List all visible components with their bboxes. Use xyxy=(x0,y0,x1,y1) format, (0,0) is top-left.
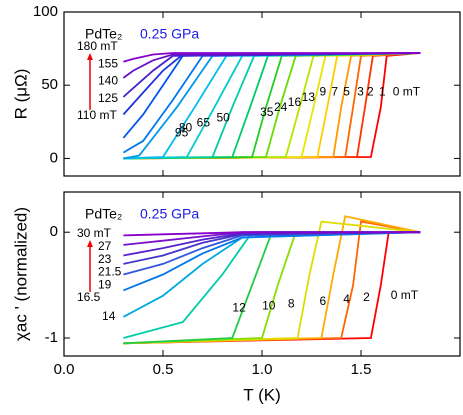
curve-label: 50 xyxy=(216,110,230,124)
curve-label: 0 mT xyxy=(391,288,419,302)
arrow-head xyxy=(87,53,93,60)
y-tick-label: 100 xyxy=(33,3,58,20)
curve-label: 95 xyxy=(175,126,189,140)
curve xyxy=(123,52,421,63)
curve-label: 30 mT xyxy=(77,226,112,240)
curve-label: 9 xyxy=(319,85,326,99)
curve xyxy=(123,231,421,292)
curve-label: 13 xyxy=(302,90,316,104)
curve-label: 23 xyxy=(98,252,112,266)
curve-label: 19 xyxy=(98,277,112,291)
curve-label: 21.5 xyxy=(98,265,122,279)
x-tick-label: 1.5 xyxy=(351,361,372,378)
curve-label: 1 xyxy=(379,85,386,99)
curve xyxy=(122,52,421,79)
curve-label: 155 xyxy=(98,56,118,70)
curve-label: 80 xyxy=(179,121,193,135)
curve xyxy=(122,52,421,98)
curve-label: 2 xyxy=(367,85,374,99)
x-tick-label: 0.5 xyxy=(153,361,174,378)
y-tick-label: 50 xyxy=(41,76,58,93)
curve-label: 65 xyxy=(197,115,211,129)
curve xyxy=(123,231,421,339)
curve-label: 16 xyxy=(288,95,302,109)
sample-label: PdTe₂ xyxy=(85,206,122,222)
x-tick-label: 1.0 xyxy=(252,361,273,378)
curve-label: 4 xyxy=(343,292,350,306)
curve-label: 125 xyxy=(98,91,118,105)
curve-label: 35 xyxy=(260,105,274,119)
y-tick-label: -1 xyxy=(45,329,58,346)
y-tick-label: 0 xyxy=(50,149,58,166)
curve-label: 7 xyxy=(331,85,338,99)
curve xyxy=(123,220,421,345)
curve-label: 110 mT xyxy=(77,108,117,122)
curve-label: 16.5 xyxy=(77,290,101,304)
curve-label: 27 xyxy=(98,239,112,253)
sample-label: PdTe₂ xyxy=(85,26,122,42)
x-tick-label: 0.0 xyxy=(54,361,75,378)
pressure-label: 0.25 GPa xyxy=(140,26,199,42)
pressure-label: 0.25 GPa xyxy=(140,206,199,222)
curve-label: 0 mT xyxy=(393,85,421,99)
curve-label: 3 xyxy=(357,85,364,99)
curve-label: 12 xyxy=(232,301,246,315)
curve-label: 10 xyxy=(262,298,276,312)
curve-label: 140 xyxy=(98,74,118,88)
y-axis-label: R (μΩ) xyxy=(11,69,30,120)
curve-label: 14 xyxy=(102,309,116,323)
y-tick-label: 0 xyxy=(50,223,58,240)
curve-label: 2 xyxy=(363,290,370,304)
curve-label: 24 xyxy=(274,100,288,114)
curve-label: 5 xyxy=(343,85,350,99)
curve xyxy=(123,231,421,237)
y-axis-label: χac ' (normalized) xyxy=(11,207,30,341)
x-axis-label: T (K) xyxy=(243,385,280,404)
curve-label: 180 mT xyxy=(77,39,118,53)
curve-label: 6 xyxy=(320,294,327,308)
curve-label: 8 xyxy=(288,296,295,310)
arrow-head xyxy=(87,240,93,247)
